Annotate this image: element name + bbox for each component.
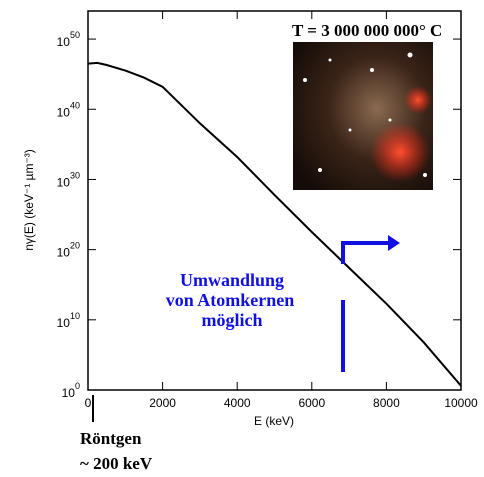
x-tick-label: 10000	[444, 396, 478, 410]
y-tick-label: 1030	[57, 171, 80, 190]
x-tick-label: 6000	[298, 396, 325, 410]
x-tick-label: 0	[85, 396, 92, 410]
annotation: von Atomkernen	[166, 290, 295, 310]
plot-area: 0 2000 4000 6000 8000 10000 100 1010 1020 1030 104…	[57, 10, 478, 410]
annotation: Umwandlung	[180, 270, 284, 290]
annotation: ~ 200 keV	[80, 454, 153, 473]
photo	[293, 42, 433, 190]
plot-frame	[87, 10, 462, 391]
data-line	[87, 61, 462, 387]
y-tick-label: 1040	[57, 101, 80, 120]
x-tick-label: 4000	[224, 396, 251, 410]
temperature-label: T = 3 000 000 000° C	[292, 21, 442, 40]
y-tick-label: 1010	[57, 311, 80, 330]
y-tick-label: 1020	[57, 241, 80, 260]
annotation: Röntgen	[80, 429, 142, 448]
annotation: möglich	[202, 310, 263, 330]
x-tick-label: 2000	[149, 396, 176, 410]
y-axis-label: nγ(E) (keV⁻¹ µm⁻³)	[22, 149, 36, 251]
x-axis-label: E (keV)	[254, 414, 294, 428]
y-tick-label: 1050	[57, 30, 80, 49]
y-tick-label: 100	[62, 381, 80, 400]
x-tick-label: 8000	[373, 396, 400, 410]
threshold-marker	[341, 235, 400, 372]
